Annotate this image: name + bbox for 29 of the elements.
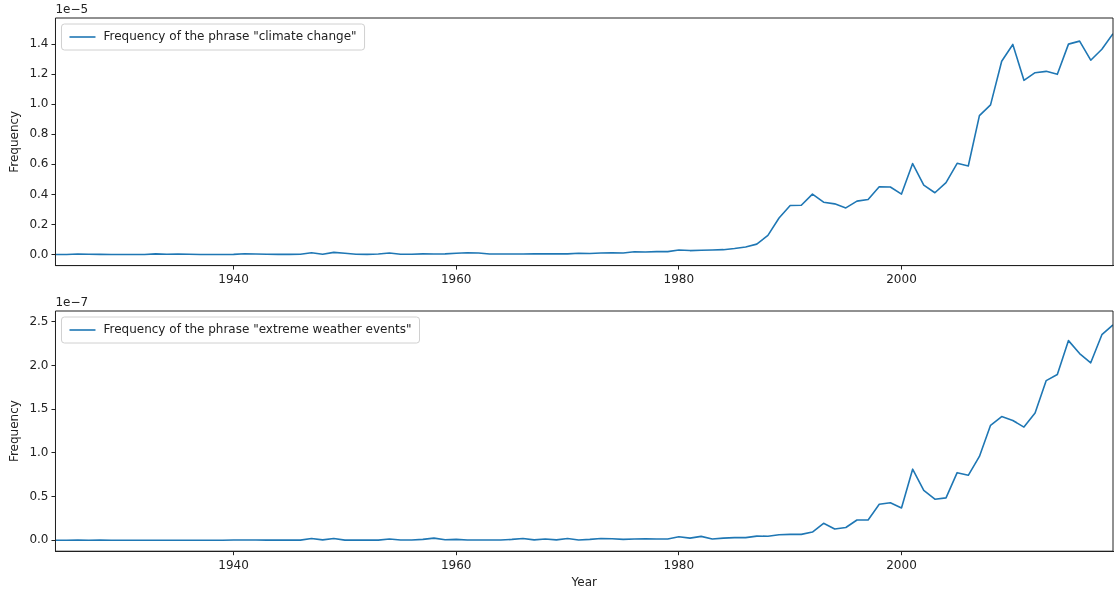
text: 1e−5 [55, 2, 89, 17]
x-tick-label: 1940 [218, 271, 249, 286]
x-tick-label: 1960 [440, 271, 472, 286]
y-tick-label: 2.0 [29, 357, 49, 372]
y-axis-title: Frequency [7, 400, 22, 463]
y-tick-label: 0.2 [29, 216, 49, 231]
x-tick-label: 1980 [663, 271, 695, 286]
y-tick-label: 1.2 [29, 66, 49, 81]
x-tick-label: 2000 [886, 557, 917, 572]
y-tick-label: 0.0 [29, 246, 49, 261]
x-tick-label: 1960 [440, 557, 472, 572]
x-tick-label: 2000 [886, 271, 917, 286]
y-tick-label: 1.5 [29, 401, 49, 416]
y-tick-label: 0.4 [29, 186, 49, 201]
y-tick-label: 0.8 [29, 126, 49, 141]
text: 1e−7 [55, 295, 89, 310]
y-tick-label: 0.6 [29, 156, 49, 171]
legend-label: Frequency of the phrase "climate change" [103, 29, 357, 44]
x-tick-label: 1940 [218, 557, 249, 572]
x-axis-title: Year [570, 574, 598, 589]
y-tick-label: 2.5 [29, 314, 49, 329]
y-tick-label: 1.0 [29, 96, 49, 111]
y-tick-label: 1.4 [29, 36, 49, 51]
x-tick-label: 1980 [663, 557, 695, 572]
legend-label: Frequency of the phrase "extreme weather events" [103, 322, 412, 337]
y-tick-label: 0.5 [29, 488, 49, 503]
y-tick-label: 1.0 [29, 445, 49, 460]
y-tick-label: 0.0 [29, 532, 49, 547]
y-axis-title: Frequency [7, 110, 22, 173]
